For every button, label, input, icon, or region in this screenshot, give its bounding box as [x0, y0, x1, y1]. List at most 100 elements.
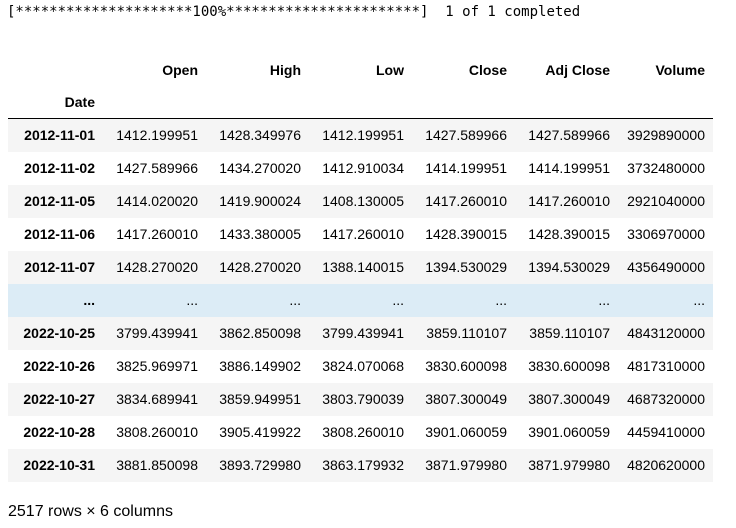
row-index-date: 2012-11-01 [24, 127, 95, 144]
table-row: 2022-10-25 3799.439941 3862.850098 3799.439… [8, 316, 713, 350]
index-header-row: Date [8, 86, 713, 119]
row-index-date: 2022-10-28 [23, 424, 95, 440]
index-name-header: Date [64, 94, 95, 110]
table-cell: ... [693, 292, 705, 308]
table-cell: 1414.020020 [116, 193, 198, 209]
table-cell: 3306970000 [627, 226, 705, 242]
table-cell: 1428.390015 [425, 226, 507, 242]
table-cell: ... [598, 292, 610, 308]
table-cell: 3834.689941 [116, 391, 198, 407]
row-index-date: 2022-10-25 [23, 325, 95, 341]
table-cell: 1428.270020 [116, 259, 198, 275]
table-cell: 3830.600098 [425, 358, 507, 374]
table-cell: 3881.850098 [116, 457, 198, 473]
column-header: Open [162, 61, 198, 78]
table-cell: 3886.149902 [219, 358, 301, 374]
row-index-date: 2022-10-31 [23, 457, 95, 473]
table-cell: 3803.790039 [322, 391, 404, 407]
table-cell: 3901.060059 [528, 424, 610, 440]
table-row: 2012-11-07 1428.270020 1428.270020 1388.140… [8, 250, 713, 284]
row-index-date: 2012-11-05 [24, 193, 95, 209]
table-cell: 1388.140015 [322, 259, 404, 275]
table-cell: 3871.979980 [425, 457, 507, 473]
table-cell: 3901.060059 [425, 424, 507, 440]
table-cell: 1427.589966 [116, 160, 198, 176]
table-cell: 3807.300049 [425, 391, 507, 407]
row-index-date: 2012-11-06 [24, 226, 95, 242]
table-cell: ... [186, 292, 198, 308]
table-cell: 1427.589966 [528, 127, 610, 144]
table-cell: ... [392, 292, 404, 308]
table-cell: 3808.260010 [322, 424, 404, 440]
column-header: Adj Close [545, 61, 610, 78]
table-cell: 1412.910034 [322, 160, 404, 176]
row-index-date: 2022-10-26 [23, 358, 95, 374]
table-cell: 1428.390015 [528, 226, 610, 242]
table-row: 2012-11-06 1417.260010 1433.380005 1417.260… [8, 218, 713, 251]
table-cell: 3863.179932 [322, 457, 404, 473]
column-header: Low [376, 61, 404, 78]
table-cell: ... [495, 292, 507, 308]
table-row: 2012-11-02 1427.589966 1434.270020 1412.910… [8, 152, 713, 185]
table-cell: 4356490000 [627, 259, 705, 275]
table-cell: 1414.199951 [528, 160, 610, 176]
row-index-date: 2012-11-02 [24, 160, 95, 176]
table-cell: 3824.070068 [322, 358, 404, 374]
header-corner [8, 53, 103, 86]
table-row: 2012-11-01 1412.199951 1428.349976 1412.199… [8, 118, 713, 152]
table-cell: ... [289, 292, 301, 308]
table-cell: 3859.110107 [426, 325, 507, 341]
table-row: 2022-10-27 3834.689941 3859.949951 3803.790… [8, 382, 713, 416]
column-header-row: Open High Low Close Adj Close Volume [8, 53, 713, 86]
table-cell: 4843120000 [627, 325, 705, 341]
column-header: Close [468, 61, 507, 78]
table-row: 2022-10-26 3825.969971 3886.149902 3824.070… [8, 350, 713, 383]
column-header: Volume [655, 61, 705, 78]
table-cell: 1417.260010 [116, 226, 198, 242]
table-cell: 4820620000 [627, 457, 705, 473]
table-cell: 3799.439941 [322, 325, 404, 341]
row-index-date: 2012-11-07 [24, 259, 95, 275]
download-progress-output: [*********************100%**************… [7, 4, 581, 20]
table-cell: 1394.530029 [425, 259, 507, 275]
table-body: 2012-11-01 1412.199951 1428.349976 1412.199… [8, 118, 713, 482]
table-cell: 3808.260010 [116, 424, 198, 440]
table-cell: 3830.600098 [528, 358, 610, 374]
table-cell: 1428.270020 [219, 259, 301, 275]
table-cell: 1433.380005 [219, 226, 301, 242]
table-cell: 3893.729980 [219, 457, 301, 473]
table-cell: 3905.419922 [219, 424, 301, 440]
table-cell: 3732480000 [627, 160, 705, 176]
table-cell: 4817310000 [627, 358, 705, 374]
shape-summary: 2517 rows × 6 columns [8, 503, 173, 520]
table-cell: 1412.199951 [322, 127, 404, 144]
table-cell: 3929890000 [627, 127, 705, 144]
table-cell: 4459410000 [627, 424, 705, 440]
column-header: High [269, 61, 301, 78]
table-cell: 3807.300049 [528, 391, 610, 407]
table-row: 2012-11-05 1414.020020 1419.900024 1408.130… [8, 184, 713, 218]
dataframe-table: Open High Low Close Adj Close Volume Dat… [8, 53, 713, 482]
table-cell: 3871.979980 [528, 457, 610, 473]
table-cell: 1414.199951 [425, 160, 507, 176]
table-cell: 1417.260010 [425, 193, 507, 209]
ellipsis-row: ..................... [8, 283, 713, 317]
table-cell: 1417.260010 [322, 226, 404, 242]
table-cell: 1408.130005 [322, 193, 404, 209]
table-cell: 1434.270020 [219, 160, 301, 176]
table-cell: 3859.949951 [219, 391, 301, 407]
table-cell: 2921040000 [627, 193, 705, 209]
row-index-date: ... [83, 292, 95, 308]
table-cell: 1394.530029 [528, 259, 610, 275]
table-cell: 3825.969971 [116, 358, 198, 374]
table-cell: 1427.589966 [425, 127, 507, 144]
table-cell: 4687320000 [627, 391, 705, 407]
table-cell: 3862.850098 [219, 325, 301, 341]
table-cell: 1428.349976 [219, 127, 301, 144]
table-cell: 1412.199951 [116, 127, 198, 144]
dataframe-output: Open High Low Close Adj Close Volume Dat… [8, 53, 713, 482]
row-index-date: 2022-10-27 [23, 391, 95, 407]
table-cell: 3799.439941 [116, 325, 198, 341]
table-cell: 1419.900024 [219, 193, 301, 209]
table-row: 2022-10-28 3808.260010 3905.419922 3808.260… [8, 416, 713, 449]
